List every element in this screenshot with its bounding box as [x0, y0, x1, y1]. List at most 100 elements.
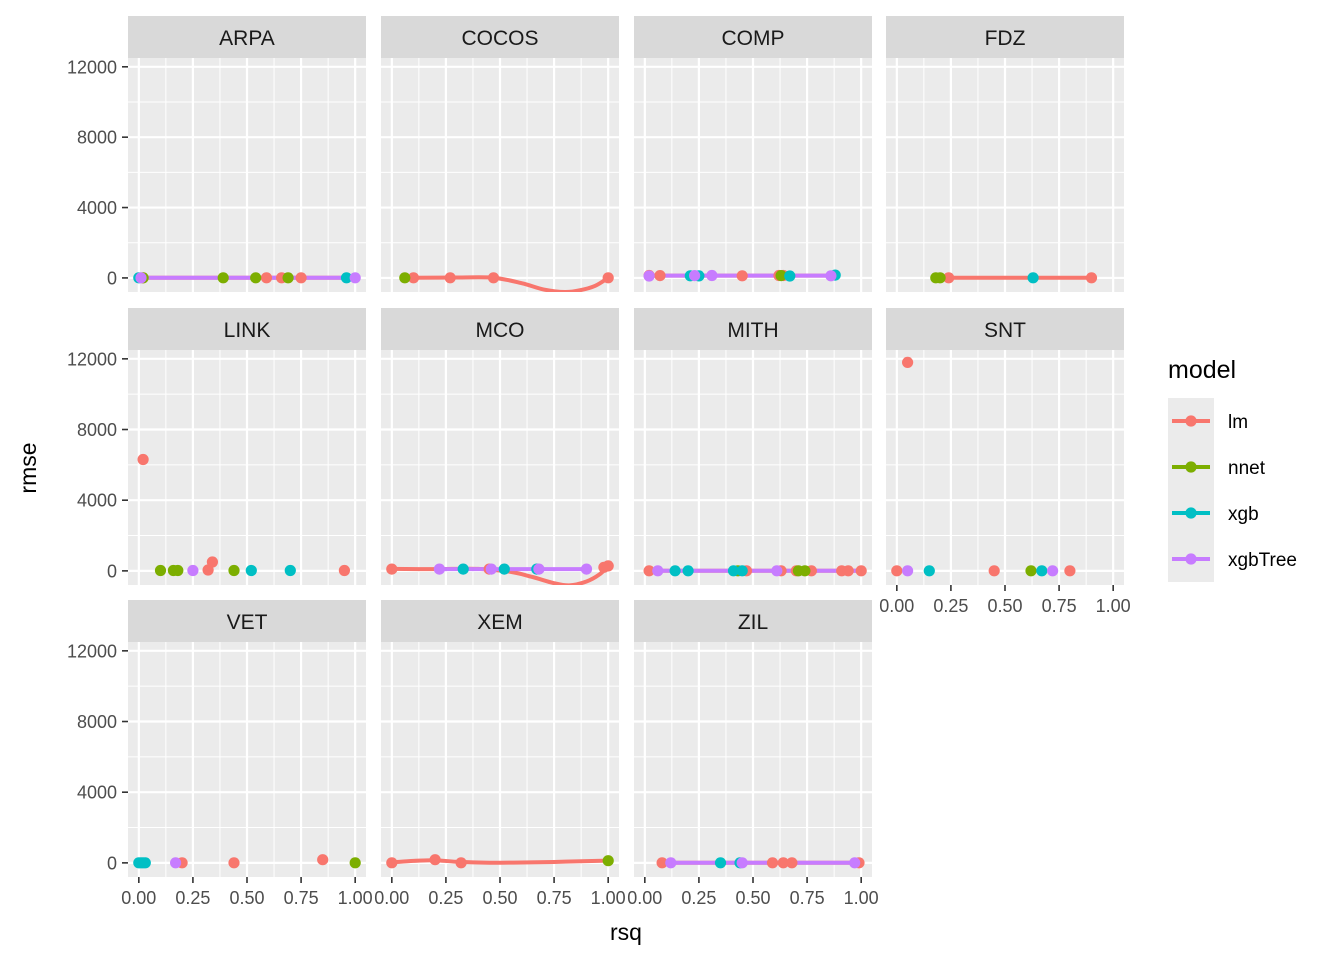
data-point-xgbTree: [135, 272, 147, 284]
x-tick-label: 1.00: [591, 888, 626, 908]
data-point-xgbTree: [580, 563, 593, 575]
data-point-lm: [766, 857, 779, 869]
data-point-xgbTree: [736, 857, 748, 869]
data-point-lm: [842, 565, 854, 577]
y-axis-title: rmse: [15, 442, 41, 493]
facet-strip: [886, 308, 1124, 350]
data-point-lm: [429, 854, 441, 866]
data-point-lm: [1085, 272, 1098, 284]
data-point-lm: [407, 272, 420, 284]
data-point-lm: [317, 854, 329, 866]
legend-label: lm: [1228, 412, 1248, 433]
facet-strip: [128, 16, 366, 58]
data-point-lm: [855, 565, 867, 577]
legend-item-lm: lm: [1168, 398, 1248, 444]
data-point-xgbTree: [652, 565, 664, 577]
data-point-nnet: [934, 272, 946, 284]
data-point-xgbTree: [170, 857, 182, 869]
data-point-lm: [643, 565, 655, 577]
data-point-xgb: [139, 857, 151, 869]
legend-label: xgbTree: [1228, 550, 1297, 571]
data-point-xgbTree: [902, 565, 914, 577]
data-point-nnet: [228, 564, 240, 577]
x-tick-label: 0.00: [121, 888, 156, 908]
data-point-xgbTree: [849, 857, 861, 869]
y-tick-label: 8000: [77, 712, 117, 732]
legend-title: model: [1168, 356, 1236, 384]
series-line-lm: [389, 858, 611, 865]
data-point-xgb: [669, 565, 681, 577]
facet-vet: VET: [128, 600, 366, 877]
x-tick-label: 0.50: [482, 888, 517, 908]
data-point-xgbTree: [825, 270, 837, 282]
data-point-nnet: [172, 564, 184, 577]
data-point-xgb: [340, 272, 353, 284]
x-tick-label: 1.00: [844, 888, 879, 908]
data-point-lm: [943, 272, 955, 284]
data-point-xgbTree: [433, 563, 445, 575]
x-tick-label: 0.50: [229, 888, 264, 908]
legend-key-point: [1185, 461, 1197, 473]
data-point-lm: [654, 270, 666, 282]
data-point-xgbTree: [665, 857, 677, 869]
data-point-lm: [338, 564, 350, 577]
facet-fdz: FDZ: [886, 16, 1124, 292]
facet-strip: [381, 308, 619, 350]
y-tick-label: 0: [107, 561, 117, 581]
data-point-nnet: [154, 564, 167, 577]
x-tick-label: 0.25: [175, 888, 210, 908]
x-tick-label: 0.75: [284, 888, 319, 908]
data-point-xgbTree: [643, 270, 655, 282]
facet-strip-label: LINK: [224, 319, 271, 342]
facet-zil: ZIL: [634, 600, 872, 877]
y-tick-label: 12000: [67, 349, 117, 369]
data-point-xgb: [682, 565, 694, 577]
data-point-lm: [206, 556, 218, 568]
data-point-xgb: [784, 270, 796, 282]
x-tick-label: 0.00: [879, 596, 914, 616]
x-tick-label: 0.50: [735, 888, 770, 908]
facet-cocos: COCOS: [381, 16, 619, 292]
data-point-lm: [786, 857, 798, 869]
facet-strip: [128, 308, 366, 350]
data-point-xgb: [714, 857, 727, 869]
facet-strip-label: COCOS: [461, 27, 538, 50]
data-point-nnet: [282, 272, 294, 284]
x-tick-label: 0.00: [374, 888, 409, 908]
legend-key-point: [1185, 415, 1197, 427]
facet-strip: [634, 600, 872, 642]
data-point-nnet: [250, 272, 262, 284]
facet-strip: [886, 16, 1124, 58]
legend-key-point: [1185, 507, 1197, 519]
data-point-xgbTree: [187, 564, 199, 577]
data-point-xgbTree: [349, 272, 361, 284]
y-tick-label: 4000: [77, 198, 117, 218]
x-tick-label: 0.75: [1042, 596, 1077, 616]
x-axis-title: rsq: [610, 919, 642, 945]
facet-mco: MCO: [381, 308, 619, 585]
facet-strip-label: SNT: [984, 319, 1026, 342]
facet-strip: [381, 600, 619, 642]
x-tick-label: 1.00: [338, 888, 373, 908]
data-point-xgb: [1027, 272, 1039, 284]
data-point-lm: [902, 356, 914, 368]
data-point-lm: [487, 272, 500, 284]
y-tick-label: 12000: [67, 57, 117, 77]
y-tick-label: 8000: [77, 128, 117, 148]
legend-item-xgbTree: xgbTree: [1168, 536, 1297, 582]
data-point-xgbTree: [706, 269, 718, 282]
facet-strip: [128, 600, 366, 642]
facet-comp: COMP: [634, 16, 872, 292]
facet-strip-label: COMP: [722, 27, 785, 50]
data-point-xgb: [1036, 565, 1048, 577]
data-point-lm: [386, 857, 398, 869]
data-point-nnet: [1025, 565, 1037, 577]
facet-strip-label: VET: [227, 611, 268, 634]
y-tick-label: 0: [107, 853, 117, 873]
facet-strip: [634, 16, 872, 58]
data-point-nnet: [399, 272, 411, 284]
data-point-xgbTree: [1047, 565, 1059, 577]
legend-label: xgb: [1228, 504, 1259, 525]
data-point-lm: [386, 563, 398, 575]
